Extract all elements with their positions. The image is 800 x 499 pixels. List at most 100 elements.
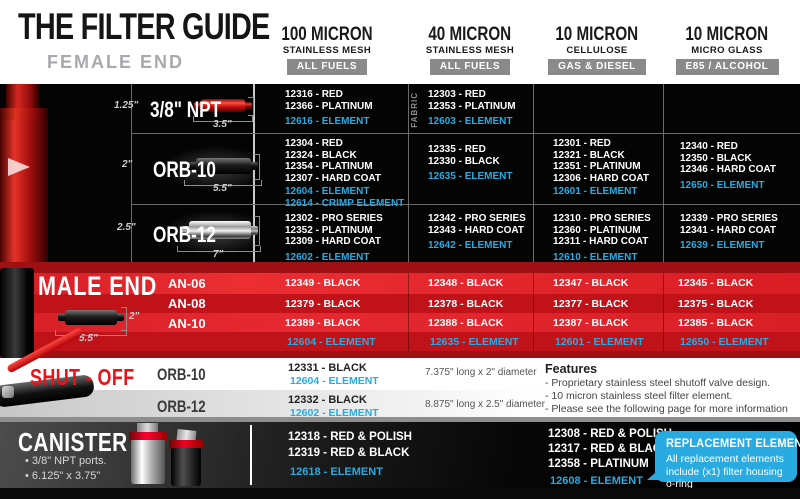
- part-number: 12342 - PRO SERIES: [428, 213, 526, 224]
- column-micron-label: 10 MICRON: [555, 24, 639, 45]
- part-number: 12318 - RED & POLISH: [288, 431, 412, 443]
- part-number: 12319 - RED & BLACK: [288, 447, 410, 459]
- dimension-height: 2": [122, 159, 133, 170]
- red-filter-photo: [0, 108, 48, 122]
- red-filter-thumb: [201, 99, 245, 112]
- shut-off-section: SHUT - OFF ORB-10 12331 - BLACK 12604 - …: [0, 327, 800, 422]
- part-number: 12316 - RED: [285, 89, 343, 100]
- aeromotive-logo-mark: [8, 158, 30, 176]
- row-background: [0, 390, 560, 417]
- part-number: 12306 - HARD COAT: [553, 172, 649, 184]
- male-end-heading: MALE END: [38, 271, 158, 301]
- element-part-number: 12601 - ELEMENT: [555, 336, 644, 348]
- row-label-cell-orb10: 2" 5.5": [122, 133, 262, 204]
- part-number: 12332 - BLACK: [288, 394, 367, 406]
- dimension-note: 8.875" long x 2.5" diameter: [425, 399, 545, 410]
- part-number: 12352 - PLATINUM: [285, 224, 373, 236]
- black-filter-thumb: [196, 158, 251, 174]
- element-part-number: 12604 - ELEMENT: [285, 186, 370, 197]
- dimension-bracket: [248, 97, 254, 116]
- feature-item: - Proprietary stainless steel shutoff va…: [545, 377, 771, 389]
- part-number: 12377 - BLACK: [553, 298, 629, 310]
- bottom-bar: [0, 488, 800, 499]
- part-number: 12375 - BLACK: [678, 298, 754, 310]
- part-number: 12346 - HARD COAT: [680, 164, 776, 175]
- canister-heading: CANISTER: [18, 427, 128, 457]
- column-micron-label: 100 MICRON: [281, 24, 373, 45]
- part-number: 12339 - PRO SERIES: [680, 213, 778, 224]
- part-number: 12335 - RED: [428, 144, 486, 155]
- column-media-label: MICRO GLASS: [691, 45, 763, 56]
- dimension-height: 2.5": [117, 222, 136, 233]
- part-number: 12340 - RED: [680, 141, 738, 152]
- grid-line: [533, 84, 534, 262]
- male-end-section: MALE END 2" 5.5" AN-06 AN-08 AN-10 12349…: [0, 262, 800, 358]
- dimension-height: 1.25": [114, 100, 139, 111]
- part-number: 12388 - BLACK: [428, 317, 504, 329]
- row-label-an06: AN-06: [168, 276, 206, 291]
- part-number: 12321 - BLACK: [553, 149, 625, 161]
- part-number: 12343 - HARD COAT: [428, 224, 524, 236]
- dimension-width: 7": [213, 249, 224, 260]
- grid-line: [131, 204, 800, 205]
- canister-photo: [169, 440, 203, 449]
- part-number: 12301 - RED: [553, 138, 611, 149]
- part-number: 12345 - BLACK: [678, 277, 754, 289]
- element-part-number: 12604 - ELEMENT: [287, 336, 376, 348]
- part-number: 12324 - BLACK: [285, 149, 357, 161]
- canister-bullet: • 6.125" x 3.75": [25, 470, 101, 482]
- cell-orb12-microglass: 12339 - PRO SERIES 12341 - HARD COAT 126…: [680, 208, 778, 252]
- element-part-number: 12604 - ELEMENT: [290, 375, 379, 387]
- dimension-bracket: [193, 116, 253, 122]
- dimension-bracket: [177, 246, 261, 252]
- stripe: [0, 332, 800, 351]
- part-number: 12341 - HARD COAT: [680, 224, 776, 236]
- element-part-number: 12635 - ELEMENT: [428, 171, 513, 182]
- female-end-subtitle: FEMALE END: [47, 52, 184, 72]
- part-number: 12350 - BLACK: [680, 152, 752, 164]
- features-title: Features: [545, 362, 598, 376]
- element-part-number: 12650 - ELEMENT: [680, 336, 769, 348]
- part-number: 12366 - PLATINUM: [285, 100, 373, 112]
- column-header-40-micron: 40 MICRON STAINLESS MESH ALL FUELS: [390, 25, 550, 75]
- grid-line: [663, 273, 664, 351]
- part-number: 12330 - BLACK: [428, 155, 500, 167]
- grid-line: [131, 133, 800, 134]
- dimension-width: 5.5": [213, 183, 232, 194]
- row-label-orb12: ORB-12: [153, 222, 216, 247]
- stripe: [0, 294, 800, 313]
- stripe: [0, 273, 800, 294]
- part-number: 12317 - RED & BLACK: [548, 443, 670, 455]
- element-part-number: 12642 - ELEMENT: [428, 240, 513, 251]
- part-number: 12310 - PRO SERIES: [553, 213, 651, 224]
- element-part-number: 12610 - ELEMENT: [553, 251, 638, 263]
- dimension-note: 7.375" long x 2" diameter: [425, 367, 537, 378]
- part-number: 12303 - RED: [428, 89, 486, 100]
- part-number: 12308 - RED & POLISH: [548, 428, 672, 440]
- part-number: 12379 - BLACK: [285, 298, 361, 310]
- section-divider: [0, 417, 800, 422]
- element-part-number: 12614 - CRIMP ELEMENT: [285, 197, 405, 209]
- element-part-number: 12602 - ELEMENT: [285, 251, 370, 263]
- column-header-100-micron: 100 MICRON STAINLESS MESH ALL FUELS: [247, 25, 407, 75]
- cell-orb10-microglass: 12340 - RED 12350 - BLACK 12346 - HARD C…: [680, 136, 776, 191]
- row-label-cell-npt: 1.25" 3.5": [114, 84, 254, 133]
- part-number: 12348 - BLACK: [428, 277, 504, 289]
- cell-orb12-40micron: 12342 - PRO SERIES 12343 - HARD COAT 126…: [428, 208, 526, 252]
- part-number: 12358 - PLATINUM: [548, 458, 649, 470]
- part-number: 12351 - PLATINUM: [553, 161, 641, 172]
- part-number: 12389 - BLACK: [285, 317, 361, 329]
- canister-photo: [137, 423, 158, 433]
- dimension-width: 3.5": [213, 119, 232, 130]
- grid-line: [663, 84, 664, 262]
- part-number: 12311 - HARD COAT: [553, 236, 649, 247]
- part-number: 12347 - BLACK: [553, 277, 629, 289]
- red-filter-photo: [0, 120, 48, 262]
- grid-line: [253, 84, 255, 262]
- stripe: [0, 313, 800, 332]
- canister-section: CANISTER • 3/8" NPT ports. • 6.125" x 3.…: [0, 422, 800, 490]
- part-number: 12353 - PLATINUM: [428, 100, 516, 112]
- column-micron-label: 40 MICRON: [428, 24, 512, 45]
